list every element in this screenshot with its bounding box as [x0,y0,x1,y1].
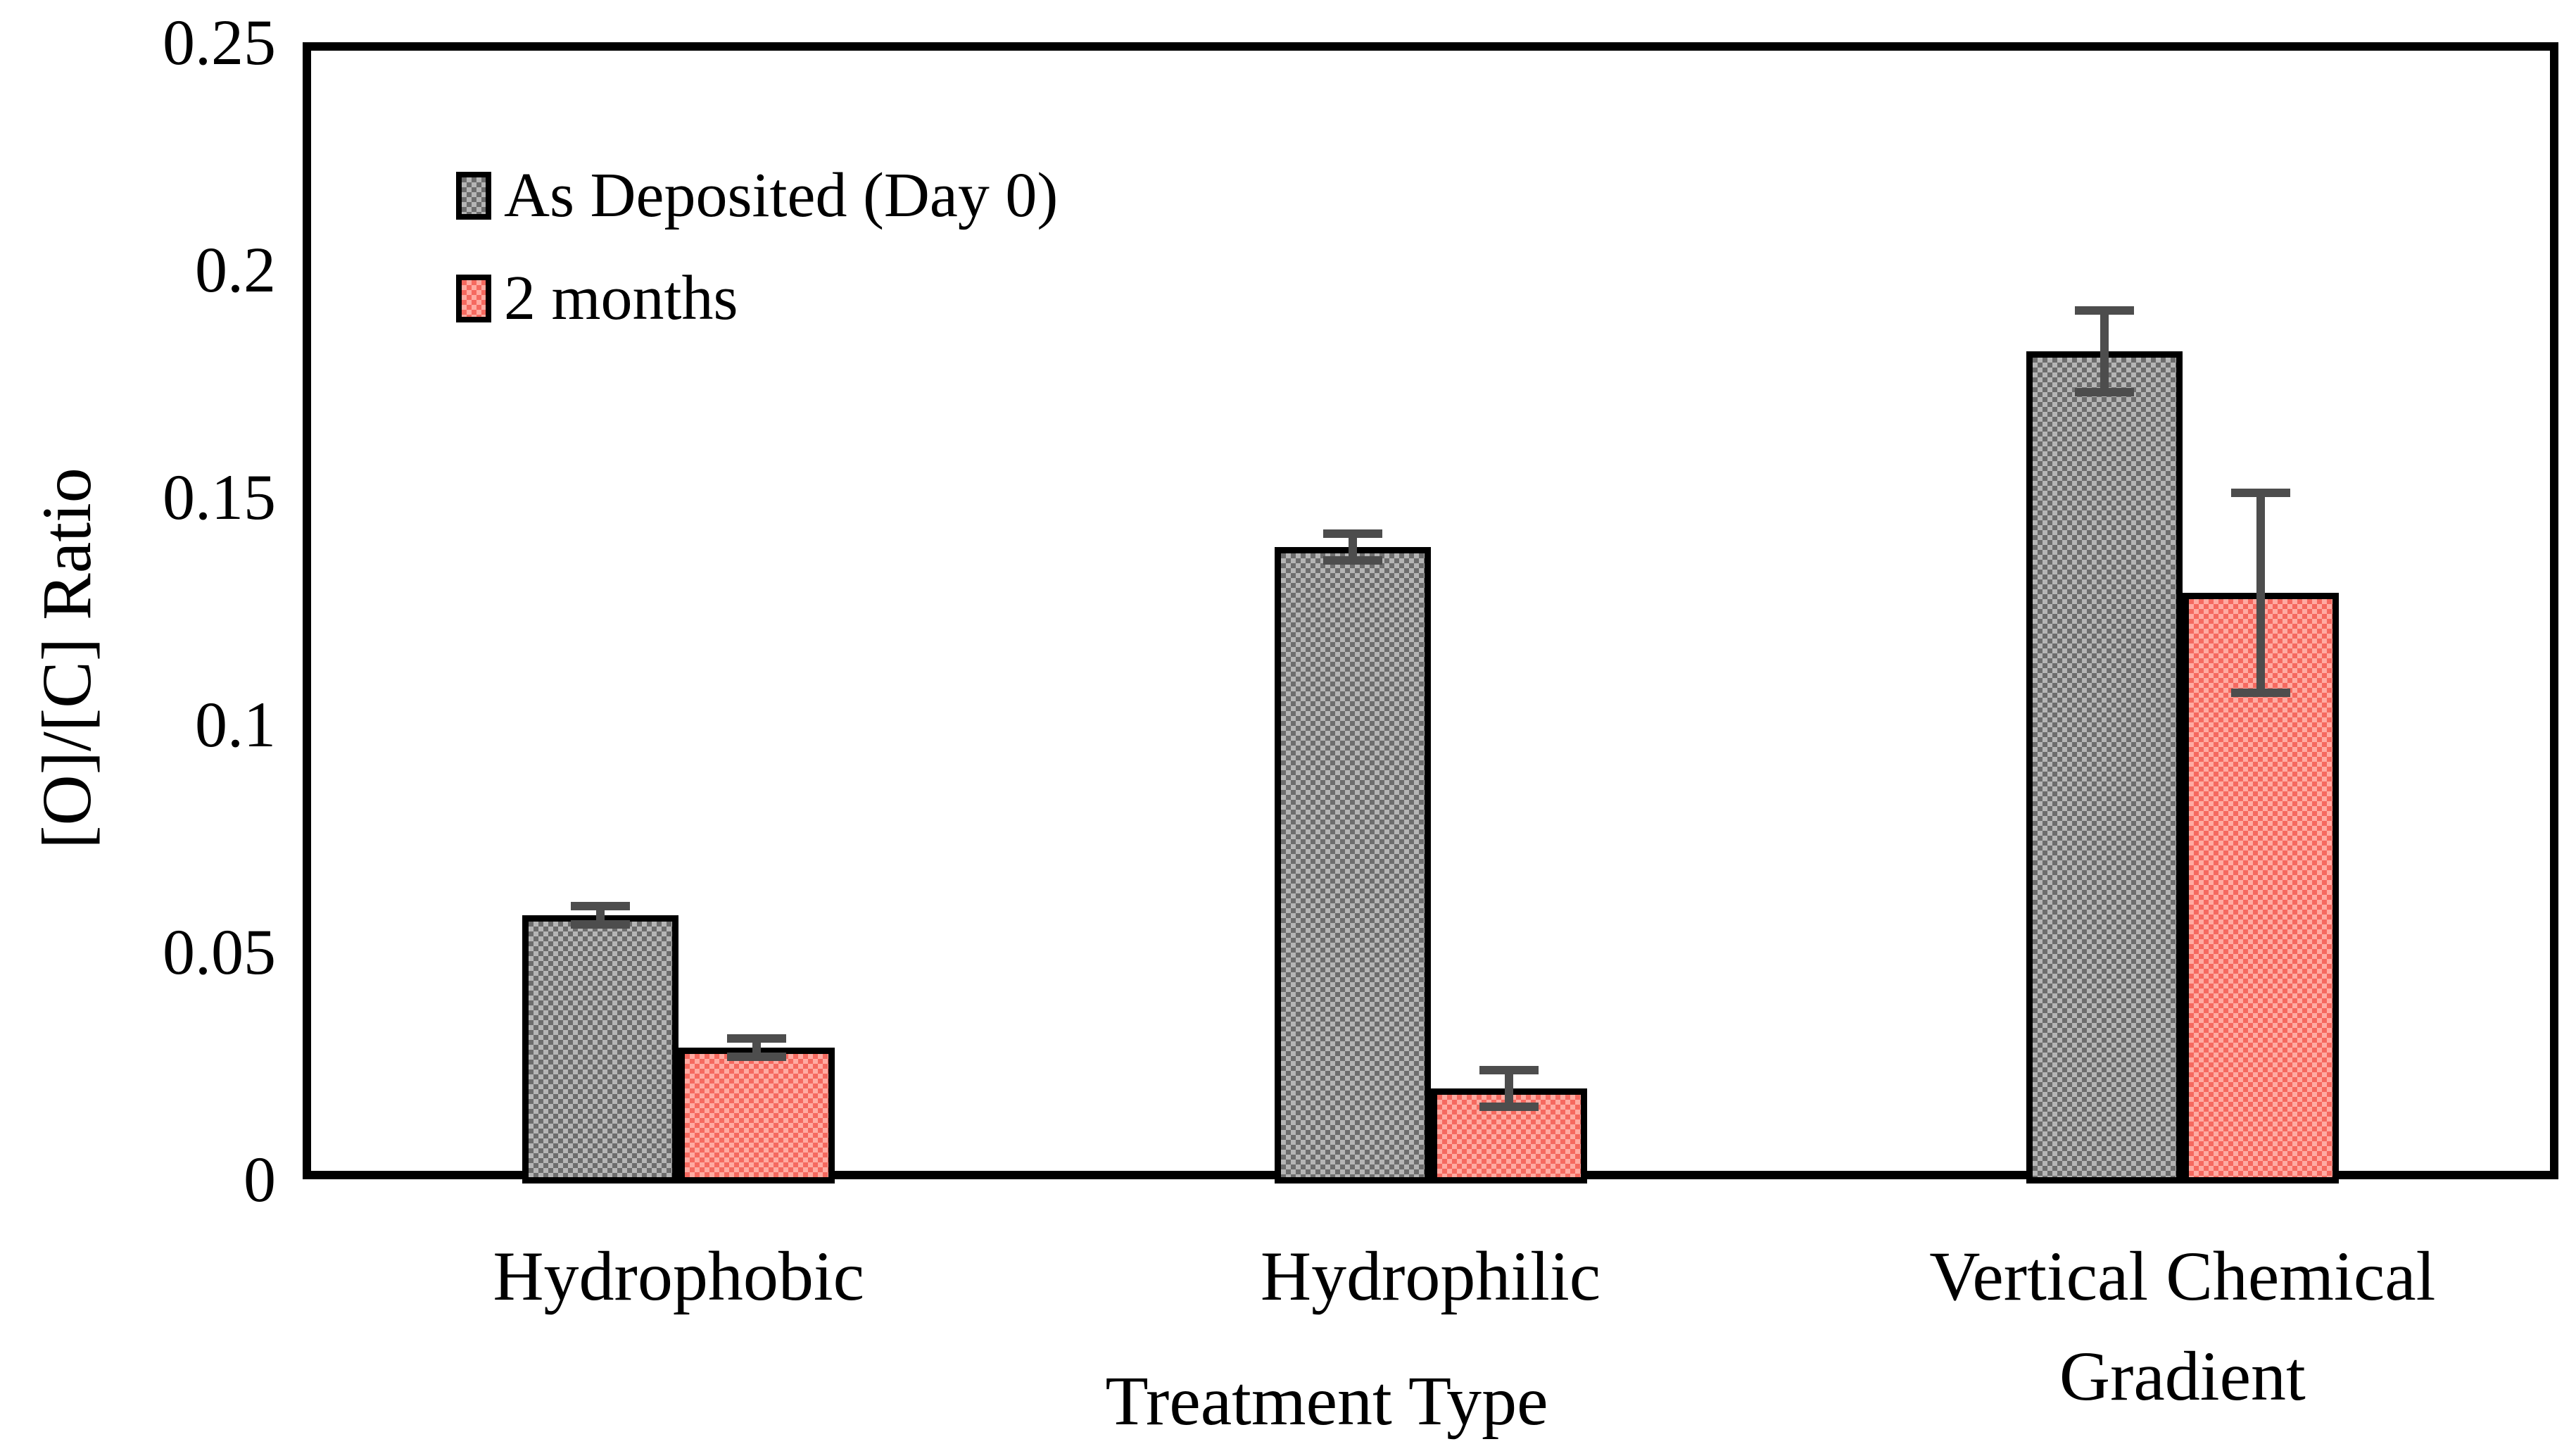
y-tick-label: 0.15 [163,461,276,533]
x-axis-title: Treatment Type [1105,1362,1548,1440]
bar [2026,351,2183,1184]
legend-swatch-icon [456,172,491,220]
y-tick-label: 0.2 [195,234,276,306]
x-category-label: Hydrophobic [493,1237,864,1315]
legend-item: 2 months [456,265,1058,332]
y-tick-label: 0.05 [163,916,276,988]
y-tick-label: 0.25 [163,6,276,78]
x-category-label: Vertical Chemical Gradient [1929,1237,2436,1415]
y-tick-label: 0.1 [195,689,276,760]
legend-label: 2 months [504,263,738,333]
bar [678,1047,835,1184]
y-tick-label: 0 [244,1143,276,1215]
legend-swatch-icon [456,275,491,322]
legend-label: As Deposited (Day 0) [504,161,1059,230]
bar [1274,547,1431,1184]
bar [522,915,679,1184]
legend-item: As Deposited (Day 0) [456,162,1058,230]
x-category-label: Hydrophilic [1260,1237,1601,1315]
legend: As Deposited (Day 0) 2 months [456,162,1058,332]
y-axis-title: [O]/[C] Ratio [27,467,106,849]
